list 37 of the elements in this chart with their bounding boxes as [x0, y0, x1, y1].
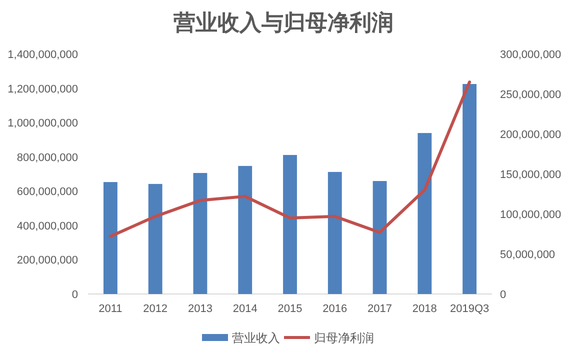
y2-tick-label: 250,000,000 [500, 89, 562, 101]
y2-tick-label: 300,000,000 [500, 49, 562, 61]
legend-label: 归母净利润 [314, 331, 374, 345]
bar [193, 172, 208, 294]
x-tick-label: 2015 [278, 303, 302, 315]
x-tick-label: 2013 [188, 303, 212, 315]
bar [328, 172, 342, 294]
bar [418, 133, 432, 294]
bar [462, 84, 477, 294]
legend-label: 营业收入 [232, 331, 280, 345]
bar [148, 184, 162, 294]
y2-tick-label: 100,000,000 [500, 209, 562, 221]
bar [283, 154, 297, 294]
y-tick-label: 200,000,000 [16, 254, 78, 267]
x-tick-label: 2018 [412, 303, 437, 315]
x-tick-label: 2019Q3 [450, 303, 490, 315]
y-tick-label: 0 [72, 289, 78, 301]
x-tick-label: 2011 [98, 303, 122, 315]
x-tick-label: 2012 [143, 303, 168, 315]
bar [372, 181, 387, 294]
x-tick-label: 2016 [322, 303, 348, 315]
chart-title: 营业收入与归母净利润 [172, 10, 394, 36]
y2-tick-label: 50,000,000 [500, 249, 556, 261]
x-tick-label: 2014 [232, 303, 258, 315]
line-series [108, 80, 472, 238]
y2-tick-label: 200,000,000 [500, 129, 562, 141]
y2-tick-label: 150,000,000 [500, 169, 562, 181]
y-tick-label: 800,000,000 [16, 152, 78, 164]
x-tick-label: 2017 [368, 303, 392, 315]
y2-tick-label: 0 [500, 289, 506, 301]
bar [238, 166, 252, 294]
y-tick-label: 600,000,000 [16, 186, 78, 198]
y-tick-label: 1,200,000,000 [8, 83, 78, 96]
y-tick-label: 1,000,000,000 [8, 118, 78, 130]
y-tick-label: 400,000,000 [16, 220, 78, 232]
bar [103, 182, 118, 294]
y-tick-label: 1,400,000,000 [8, 49, 78, 61]
